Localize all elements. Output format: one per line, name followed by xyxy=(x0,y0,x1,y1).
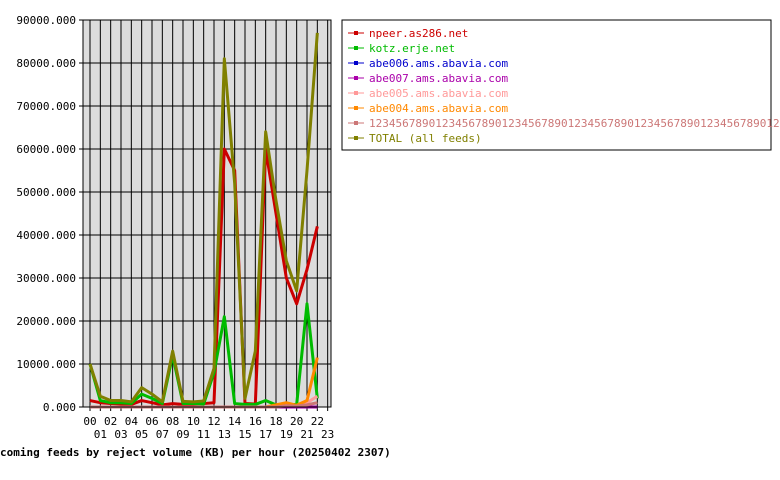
x-tick-label: 03 xyxy=(114,428,127,441)
y-tick-label: 60000.000 xyxy=(16,143,76,156)
legend-swatch-marker xyxy=(354,31,358,35)
plot-background xyxy=(83,20,331,407)
x-tick-label: 09 xyxy=(176,428,189,441)
legend-swatch-marker xyxy=(354,76,358,80)
x-tick-label: 20 xyxy=(290,415,303,428)
x-tick-label: 07 xyxy=(156,428,169,441)
y-tick-label: 90000.000 xyxy=(16,14,76,27)
y-axis-ticks: 0.000 10000.000 20000.000 30000.000 40000.00… xyxy=(16,14,83,414)
legend-box xyxy=(341,19,772,151)
legend: npeer.as286.net kotz.erje.net abe006.ams.a… xyxy=(341,19,780,151)
x-tick-label: 17 xyxy=(259,428,272,441)
x-tick-label: 18 xyxy=(269,415,282,428)
legend-swatch-marker xyxy=(354,61,358,65)
y-tick-label: 0.000 xyxy=(43,401,76,414)
legend-entry: kotz.erje.net xyxy=(369,42,455,55)
legend-entry: abe007.ams.abavia.com xyxy=(369,72,508,85)
legend-entry: abe005.ams.abavia.com xyxy=(369,87,508,100)
x-tick-label: 08 xyxy=(166,415,179,428)
legend-entry: 1234567890123456789012345678901234567890… xyxy=(369,117,780,130)
legend-entry: abe004.ams.abavia.com xyxy=(369,102,508,115)
x-tick-label: 04 xyxy=(125,415,139,428)
x-tick-label: 19 xyxy=(280,428,293,441)
x-tick-label: 10 xyxy=(187,415,200,428)
x-tick-label: 01 xyxy=(94,428,107,441)
y-tick-label: 80000.000 xyxy=(16,57,76,70)
y-tick-label: 70000.000 xyxy=(16,100,76,113)
x-tick-label: 15 xyxy=(238,428,251,441)
x-tick-label: 12 xyxy=(207,415,220,428)
series-line xyxy=(88,32,319,404)
legend-swatch-marker xyxy=(354,91,358,95)
x-tick-label: 22 xyxy=(311,415,324,428)
x-tick-label: 06 xyxy=(145,415,158,428)
y-tick-label: 20000.000 xyxy=(16,315,76,328)
x-tick-label: 16 xyxy=(249,415,262,428)
legend-entry: abe006.ams.abavia.com xyxy=(369,57,508,70)
legend-swatch-marker xyxy=(354,136,358,140)
x-tick-label: 13 xyxy=(218,428,231,441)
plot-border xyxy=(82,19,332,408)
legend-swatch-marker xyxy=(354,121,358,125)
x-axis-ticks: 00 02 04 06 08 10 12 14 16 18 20 22 01 03 05 07 09 11 13 15… xyxy=(83,407,334,441)
x-tick-label: 23 xyxy=(321,428,334,441)
legend-swatch-marker xyxy=(354,46,358,50)
x-tick-label: 14 xyxy=(228,415,242,428)
x-tick-label: 00 xyxy=(83,415,96,428)
y-tick-label: 10000.000 xyxy=(16,358,76,371)
chart-title: coming feeds by reject volume (KB) per h… xyxy=(0,446,391,459)
y-tick-label: 30000.000 xyxy=(16,272,76,285)
y-tick-label: 40000.000 xyxy=(16,229,76,242)
x-tick-label: 02 xyxy=(104,415,117,428)
y-tick-label: 50000.000 xyxy=(16,186,76,199)
legend-entry: TOTAL (all feeds) xyxy=(369,132,482,145)
x-tick-label: 05 xyxy=(135,428,148,441)
x-tick-label: 11 xyxy=(197,428,210,441)
legend-entry: npeer.as286.net xyxy=(369,27,468,40)
legend-swatch-marker xyxy=(354,106,358,110)
x-tick-label: 21 xyxy=(300,428,313,441)
